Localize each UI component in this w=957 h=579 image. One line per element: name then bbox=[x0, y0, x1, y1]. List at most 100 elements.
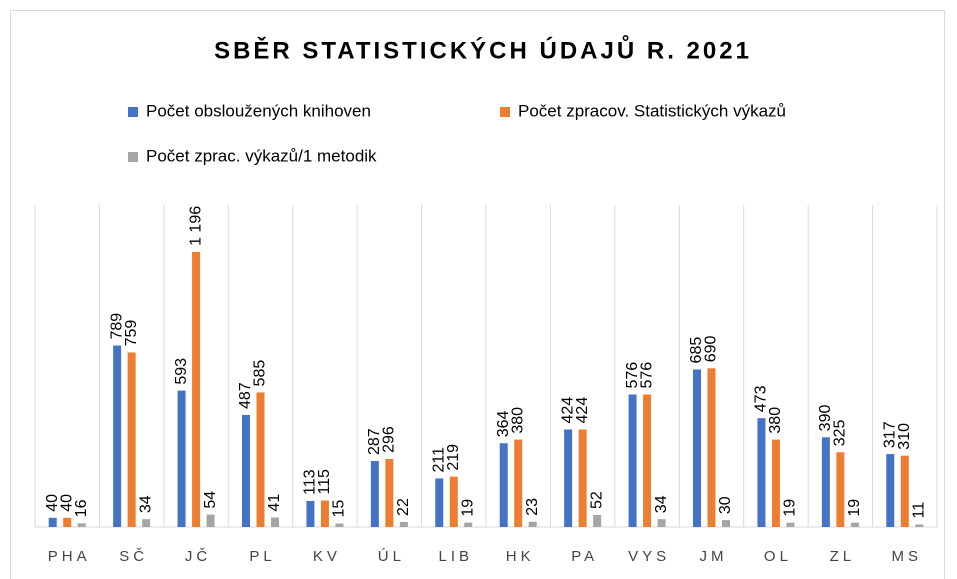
bar bbox=[821, 437, 830, 527]
data-label: 576 bbox=[624, 362, 641, 389]
bar bbox=[836, 452, 845, 527]
bar bbox=[578, 429, 587, 527]
data-label: 325 bbox=[832, 419, 849, 446]
bar bbox=[192, 251, 201, 528]
data-label: 40 bbox=[44, 494, 61, 512]
bar bbox=[693, 369, 701, 527]
legend-label: Počet zpracov. Statistických výkazů bbox=[518, 101, 786, 120]
bar bbox=[256, 392, 265, 527]
data-label: 390 bbox=[817, 405, 834, 432]
data-label: 585 bbox=[252, 360, 269, 387]
bar bbox=[564, 429, 573, 527]
bar bbox=[271, 517, 279, 527]
data-label: 211 bbox=[431, 447, 448, 473]
data-label: 1 196 bbox=[187, 206, 204, 246]
bar bbox=[464, 522, 473, 527]
bar bbox=[528, 521, 537, 527]
data-label: 11 bbox=[911, 502, 928, 519]
legend-swatch bbox=[500, 107, 510, 117]
x-tick-label: PL bbox=[249, 548, 275, 565]
bar bbox=[77, 523, 86, 527]
data-label: 23 bbox=[524, 498, 541, 516]
data-label: 22 bbox=[395, 498, 412, 516]
bar bbox=[177, 390, 186, 527]
x-tick-label: PHA bbox=[48, 548, 91, 565]
bar bbox=[514, 439, 523, 527]
legend-swatch bbox=[128, 152, 138, 162]
data-label: 34 bbox=[137, 495, 154, 513]
data-label: 317 bbox=[882, 421, 899, 448]
data-label: 424 bbox=[574, 397, 591, 424]
data-label: 380 bbox=[509, 407, 526, 434]
x-tick-label: KV bbox=[313, 548, 341, 565]
data-label: 16 bbox=[73, 499, 90, 517]
data-label: 287 bbox=[366, 428, 383, 455]
data-label: 487 bbox=[237, 382, 254, 409]
x-tick-label: LIB bbox=[439, 548, 474, 565]
data-label: 593 bbox=[173, 358, 190, 385]
bar bbox=[786, 522, 795, 527]
bar bbox=[399, 521, 408, 527]
data-label: 19 bbox=[460, 499, 477, 517]
data-label: 219 bbox=[445, 444, 462, 471]
legend-label: Počet obsloužených knihoven bbox=[146, 101, 371, 120]
bar bbox=[707, 368, 716, 527]
bar bbox=[449, 476, 458, 527]
bar bbox=[206, 514, 215, 527]
data-label: 576 bbox=[638, 362, 655, 389]
bar bbox=[320, 500, 329, 527]
bar bbox=[142, 519, 151, 527]
data-label: 34 bbox=[653, 495, 670, 513]
bar bbox=[771, 439, 780, 527]
x-tick-label: JČ bbox=[185, 548, 211, 565]
bar bbox=[242, 414, 250, 527]
bar bbox=[722, 520, 730, 527]
x-tick-label: ÚL bbox=[378, 548, 405, 565]
x-tick-label: PA bbox=[571, 548, 598, 565]
bar bbox=[757, 418, 766, 527]
x-tick-label: SČ bbox=[119, 548, 148, 565]
x-tick-label: VYS bbox=[628, 548, 670, 565]
data-label: 40 bbox=[58, 494, 75, 512]
data-label: 54 bbox=[202, 491, 219, 509]
x-tick-label: OL bbox=[764, 548, 792, 565]
data-label: 789 bbox=[108, 313, 125, 340]
bar bbox=[657, 519, 666, 527]
bar bbox=[886, 454, 895, 527]
bar bbox=[643, 394, 652, 527]
bar bbox=[306, 501, 315, 527]
bar bbox=[127, 352, 136, 527]
data-label: 296 bbox=[381, 426, 398, 453]
data-label: 364 bbox=[495, 410, 512, 437]
data-label: 19 bbox=[782, 499, 799, 517]
x-tick-label: HK bbox=[506, 548, 535, 565]
legend-swatch bbox=[128, 107, 138, 117]
data-label: 15 bbox=[331, 500, 348, 518]
bar bbox=[593, 515, 602, 527]
data-label: 424 bbox=[559, 397, 576, 424]
chart-title: SBĚR STATISTICKÝCH ÚDAJŮ R. 2021 bbox=[214, 34, 752, 64]
bar bbox=[499, 443, 508, 527]
bar bbox=[48, 517, 57, 527]
bar bbox=[63, 517, 72, 527]
data-label: 473 bbox=[753, 385, 770, 412]
bar bbox=[900, 455, 909, 527]
bar bbox=[915, 524, 924, 527]
data-label: 690 bbox=[703, 336, 720, 363]
data-label: 52 bbox=[588, 491, 605, 509]
data-label: 30 bbox=[717, 496, 734, 514]
bar bbox=[335, 523, 344, 527]
data-label: 41 bbox=[266, 494, 283, 512]
x-tick-label: ZL bbox=[830, 548, 856, 565]
bar bbox=[850, 522, 859, 527]
x-tick-label: MS bbox=[892, 548, 923, 565]
data-label: 759 bbox=[123, 320, 140, 347]
data-label: 380 bbox=[767, 407, 784, 434]
data-label: 685 bbox=[688, 337, 705, 364]
legend-label: Počet zprac. výkazů/1 metodik bbox=[146, 146, 377, 165]
bar bbox=[113, 345, 122, 527]
data-label: 19 bbox=[846, 499, 863, 517]
data-label: 113 bbox=[302, 469, 319, 495]
bar bbox=[628, 394, 637, 527]
